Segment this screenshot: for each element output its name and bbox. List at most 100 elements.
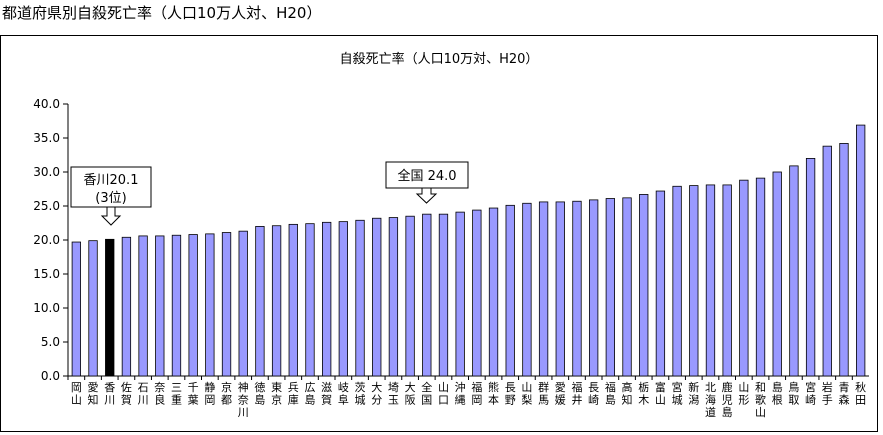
- bar: [121, 236, 132, 377]
- x-tick-label: 大分: [371, 380, 382, 407]
- bar: [705, 184, 716, 377]
- y-tick-label: 0.0: [41, 369, 60, 383]
- x-tick-label: 宮城: [672, 380, 683, 407]
- bar: [138, 235, 148, 377]
- x-tick-label: 福岡: [471, 380, 482, 407]
- chart-title: 自殺死亡率（人口10万対、H20）: [340, 51, 539, 67]
- bar: [672, 185, 682, 377]
- kagawa-callout-rank: (3位): [95, 191, 126, 206]
- bar: [856, 124, 866, 377]
- bar: [105, 238, 115, 377]
- bar: [522, 202, 532, 377]
- x-tick-label: 滋賀: [321, 381, 332, 407]
- page-title: 都道府県別自殺死亡率（人口10万人対、H20）: [2, 4, 322, 22]
- x-tick-label: 福井: [571, 380, 582, 407]
- bar: [572, 200, 582, 377]
- bar: [271, 225, 282, 377]
- y-tick-label: 5.0: [41, 335, 60, 349]
- x-tick-label: 富山: [655, 380, 666, 407]
- bars-group: [67, 124, 866, 380]
- x-tick-label: 千葉: [188, 381, 199, 407]
- x-tick-label: 東京: [271, 381, 282, 407]
- x-tick-label: 香川: [104, 381, 115, 407]
- y-tick-label: 30.0: [33, 165, 60, 179]
- x-tick-label: 兵庫: [288, 381, 299, 407]
- bar: [205, 233, 215, 377]
- x-tick-label: 宮崎: [805, 380, 816, 407]
- bar: [739, 179, 749, 377]
- x-tick-label: 北海道: [705, 381, 716, 419]
- x-tick-label: 島根: [772, 380, 783, 407]
- x-tick-label: 石川: [138, 381, 149, 407]
- y-tick-label: 15.0: [33, 267, 60, 281]
- bar: [555, 201, 565, 377]
- bar: [288, 223, 298, 377]
- bar: [772, 171, 782, 377]
- x-tick-label: 全国: [421, 380, 432, 407]
- x-tick-label: 鳥取: [788, 380, 799, 407]
- bar: [71, 241, 81, 377]
- y-tick-label: 20.0: [33, 233, 60, 247]
- bar: [789, 165, 799, 377]
- bar: [605, 198, 615, 377]
- bar: [722, 184, 732, 377]
- bar: [589, 199, 599, 377]
- bar: [538, 201, 549, 377]
- bar: [88, 240, 98, 377]
- x-tick-label: 三重: [171, 381, 182, 407]
- x-tick-label: 高知: [622, 380, 633, 407]
- bar: [221, 232, 232, 377]
- x-tick-label: 大阪: [405, 380, 416, 407]
- bar: [372, 217, 382, 377]
- x-tick-label: 福島: [605, 380, 616, 407]
- kagawa-callout-label: 香川20.1: [84, 173, 139, 188]
- x-tick-label: 山口: [438, 381, 449, 407]
- bar: [839, 143, 849, 377]
- x-tick-label: 山梨: [521, 381, 532, 407]
- x-tick-label: 長崎: [588, 381, 599, 407]
- bar: [822, 145, 832, 377]
- bar: [505, 204, 515, 377]
- bar: [655, 190, 666, 377]
- bar: [622, 197, 632, 377]
- x-tick-label: 山形: [738, 381, 749, 407]
- x-tick-label: 佐賀: [121, 380, 132, 407]
- bar: [338, 221, 348, 377]
- x-tick-label: 岐阜: [338, 381, 349, 407]
- bar: [322, 221, 332, 377]
- x-tick-label: 岡山: [71, 381, 82, 407]
- bar: [255, 225, 265, 377]
- bar: [455, 211, 465, 377]
- x-tick-label: 静岡: [204, 380, 215, 407]
- national-down-arrow-icon: [415, 187, 438, 204]
- x-tick-label: 神奈川: [238, 380, 249, 419]
- x-tick-label: 鹿児島: [722, 380, 733, 419]
- x-tick-label: 青森: [838, 381, 849, 407]
- x-tick-label: 長野: [505, 381, 516, 407]
- bar: [805, 158, 816, 377]
- kagawa-down-arrow-icon: [100, 206, 122, 226]
- national-callout-label: 全国 24.0: [397, 168, 456, 184]
- x-tick-label: 新潟: [688, 380, 699, 407]
- x-tick-label: 沖縄: [455, 381, 466, 407]
- bar-chart: 自殺死亡率（人口10万対、H20） 0.0 5.0 10.0 15.0 20.0 25.0…: [33, 51, 869, 419]
- x-tick-label: 愛知: [88, 381, 99, 407]
- bar: [422, 213, 432, 377]
- bar: [689, 185, 699, 377]
- x-tick-label: 岩手: [822, 380, 833, 407]
- bar: [488, 207, 499, 377]
- x-tick-label: 徳島: [254, 381, 265, 407]
- y-tick-label: 10.0: [33, 301, 60, 315]
- bar: [238, 230, 248, 377]
- bar: [155, 235, 165, 377]
- x-tick-label: 埼玉: [388, 380, 399, 407]
- x-tick-label: 茨城: [355, 380, 366, 407]
- x-tick-label: 奈良: [154, 380, 165, 407]
- y-tick-label: 25.0: [33, 199, 60, 213]
- x-tick-label: 和歌山: [755, 381, 766, 419]
- x-tick-label: 京都: [221, 380, 232, 407]
- bar: [388, 217, 399, 377]
- bar: [171, 234, 182, 377]
- bar: [755, 177, 766, 377]
- bar: [639, 194, 649, 377]
